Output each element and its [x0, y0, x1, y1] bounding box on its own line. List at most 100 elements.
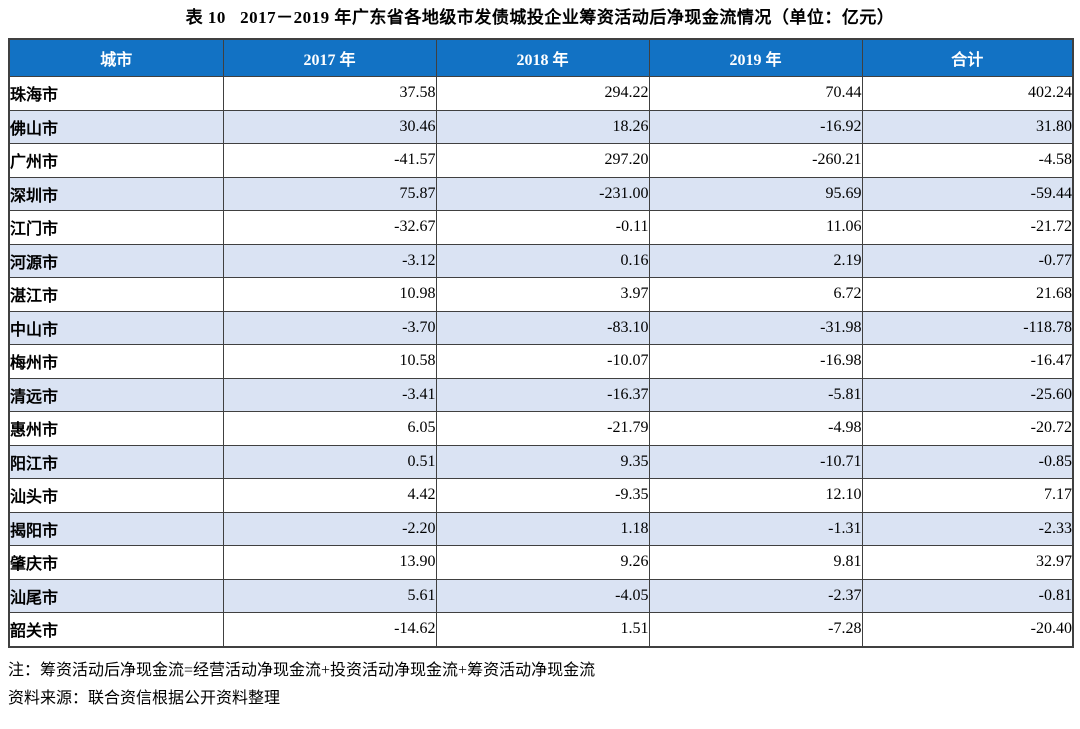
value-cell: 75.87	[222, 176, 437, 211]
value-cell: 6.72	[648, 277, 863, 312]
value-cell: 2.19	[648, 243, 863, 278]
value-cell: -4.98	[648, 411, 863, 446]
column-header: 2018 年	[435, 38, 650, 77]
value-cell: 0.16	[435, 243, 650, 278]
value-cell: 95.69	[648, 176, 863, 211]
value-cell: -20.40	[861, 612, 1074, 647]
column-header: 2019 年	[648, 38, 863, 77]
city-cell: 河源市	[8, 243, 224, 278]
table-row: 中山市 -3.70 -83.10 -31.98 -118.78	[8, 310, 1074, 345]
value-cell: -3.70	[222, 310, 437, 345]
value-cell: -31.98	[648, 310, 863, 345]
value-cell: 7.17	[861, 478, 1074, 513]
table-row: 梅州市 10.58 -10.07 -16.98 -16.47	[8, 344, 1074, 379]
value-cell: -1.31	[648, 511, 863, 546]
table-row: 清远市 -3.41 -16.37 -5.81 -25.60	[8, 377, 1074, 412]
city-cell: 梅州市	[8, 344, 224, 379]
value-cell: -0.81	[861, 578, 1074, 613]
column-header: 城市	[8, 38, 224, 77]
city-cell: 清远市	[8, 377, 224, 412]
value-cell: 402.24	[861, 76, 1074, 111]
value-cell: -7.28	[648, 612, 863, 647]
table-row: 韶关市 -14.62 1.51 -7.28 -20.40	[8, 612, 1074, 647]
table-footnotes: 注：筹资活动后净现金流=经营活动净现金流+投资活动净现金流+筹资活动净现金流 资…	[8, 657, 1080, 713]
value-cell: 32.97	[861, 545, 1074, 580]
city-cell: 揭阳市	[8, 511, 224, 546]
column-header: 合计	[861, 38, 1074, 77]
value-cell: -118.78	[861, 310, 1074, 345]
value-cell: 9.26	[435, 545, 650, 580]
value-cell: 70.44	[648, 76, 863, 111]
table-title: 表 10 2017－2019 年广东省各地级市发债城投企业筹资活动后净现金流情况…	[185, 8, 895, 27]
table-row: 惠州市 6.05 -21.79 -4.98 -20.72	[8, 411, 1074, 446]
value-cell: -5.81	[648, 377, 863, 412]
value-cell: 12.10	[648, 478, 863, 513]
value-cell: -2.37	[648, 578, 863, 613]
value-cell: -10.71	[648, 444, 863, 479]
value-cell: 3.97	[435, 277, 650, 312]
value-cell: 1.51	[435, 612, 650, 647]
value-cell: 0.51	[222, 444, 437, 479]
value-cell: 21.68	[861, 277, 1074, 312]
city-cell: 汕头市	[8, 478, 224, 513]
city-cell: 江门市	[8, 210, 224, 245]
value-cell: -16.47	[861, 344, 1074, 379]
value-cell: 30.46	[222, 109, 437, 144]
value-cell: -41.57	[222, 143, 437, 178]
city-cell: 肇庆市	[8, 545, 224, 580]
table-row: 江门市 -32.67 -0.11 11.06 -21.72	[8, 210, 1074, 245]
value-cell: -4.05	[435, 578, 650, 613]
value-cell: 297.20	[435, 143, 650, 178]
value-cell: -20.72	[861, 411, 1074, 446]
table-body: 珠海市 37.58 294.22 70.44 402.24 佛山市 30.46 18.26 -1…	[8, 76, 1074, 647]
city-cell: 阳江市	[8, 444, 224, 479]
value-cell: -16.98	[648, 344, 863, 379]
value-cell: -16.37	[435, 377, 650, 412]
city-cell: 广州市	[8, 143, 224, 178]
city-cell: 惠州市	[8, 411, 224, 446]
column-header: 2017 年	[222, 38, 437, 77]
value-cell: -2.20	[222, 511, 437, 546]
table-row: 汕尾市 5.61 -4.05 -2.37 -0.81	[8, 578, 1074, 613]
city-cell: 汕尾市	[8, 578, 224, 613]
value-cell: 9.81	[648, 545, 863, 580]
value-cell: -25.60	[861, 377, 1074, 412]
value-cell: -3.12	[222, 243, 437, 278]
note-formula: 注：筹资活动后净现金流=经营活动净现金流+投资活动净现金流+筹资活动净现金流	[8, 661, 596, 679]
table-row: 河源市 -3.12 0.16 2.19 -0.77	[8, 243, 1074, 278]
value-cell: 9.35	[435, 444, 650, 479]
table-row: 汕头市 4.42 -9.35 12.10 7.17	[8, 478, 1074, 513]
table-row: 深圳市 75.87 -231.00 95.69 -59.44	[8, 176, 1074, 211]
table-row: 阳江市 0.51 9.35 -10.71 -0.85	[8, 444, 1074, 479]
city-cell: 中山市	[8, 310, 224, 345]
table-row: 珠海市 37.58 294.22 70.44 402.24	[8, 76, 1074, 111]
value-cell: -16.92	[648, 109, 863, 144]
value-cell: -2.33	[861, 511, 1074, 546]
value-cell: 6.05	[222, 411, 437, 446]
city-cell: 深圳市	[8, 176, 224, 211]
value-cell: -9.35	[435, 478, 650, 513]
city-cell: 韶关市	[8, 612, 224, 647]
city-cell: 珠海市	[8, 76, 224, 111]
table-row: 广州市 -41.57 297.20 -260.21 -4.58	[8, 143, 1074, 178]
cashflow-table: 城市 2017 年 2018 年 2019 年合计 珠海市 37.58 294.22 70.…	[8, 38, 1074, 648]
value-cell: -260.21	[648, 143, 863, 178]
value-cell: 18.26	[435, 109, 650, 144]
value-cell: -83.10	[435, 310, 650, 345]
value-cell: -21.79	[435, 411, 650, 446]
table-row: 湛江市 10.98 3.97 6.72 21.68	[8, 277, 1074, 312]
table-row: 揭阳市 -2.20 1.18 -1.31 -2.33	[8, 511, 1074, 546]
value-cell: -14.62	[222, 612, 437, 647]
header-row: 城市 2017 年 2018 年 2019 年合计	[8, 38, 1074, 77]
city-cell: 湛江市	[8, 277, 224, 312]
value-cell: 37.58	[222, 76, 437, 111]
value-cell: -0.11	[435, 210, 650, 245]
value-cell: 11.06	[648, 210, 863, 245]
value-cell: -231.00	[435, 176, 650, 211]
value-cell: -32.67	[222, 210, 437, 245]
value-cell: -0.77	[861, 243, 1074, 278]
note-source: 资料来源：联合资信根据公开资料整理	[8, 689, 281, 707]
value-cell: 294.22	[435, 76, 650, 111]
value-cell: 31.80	[861, 109, 1074, 144]
